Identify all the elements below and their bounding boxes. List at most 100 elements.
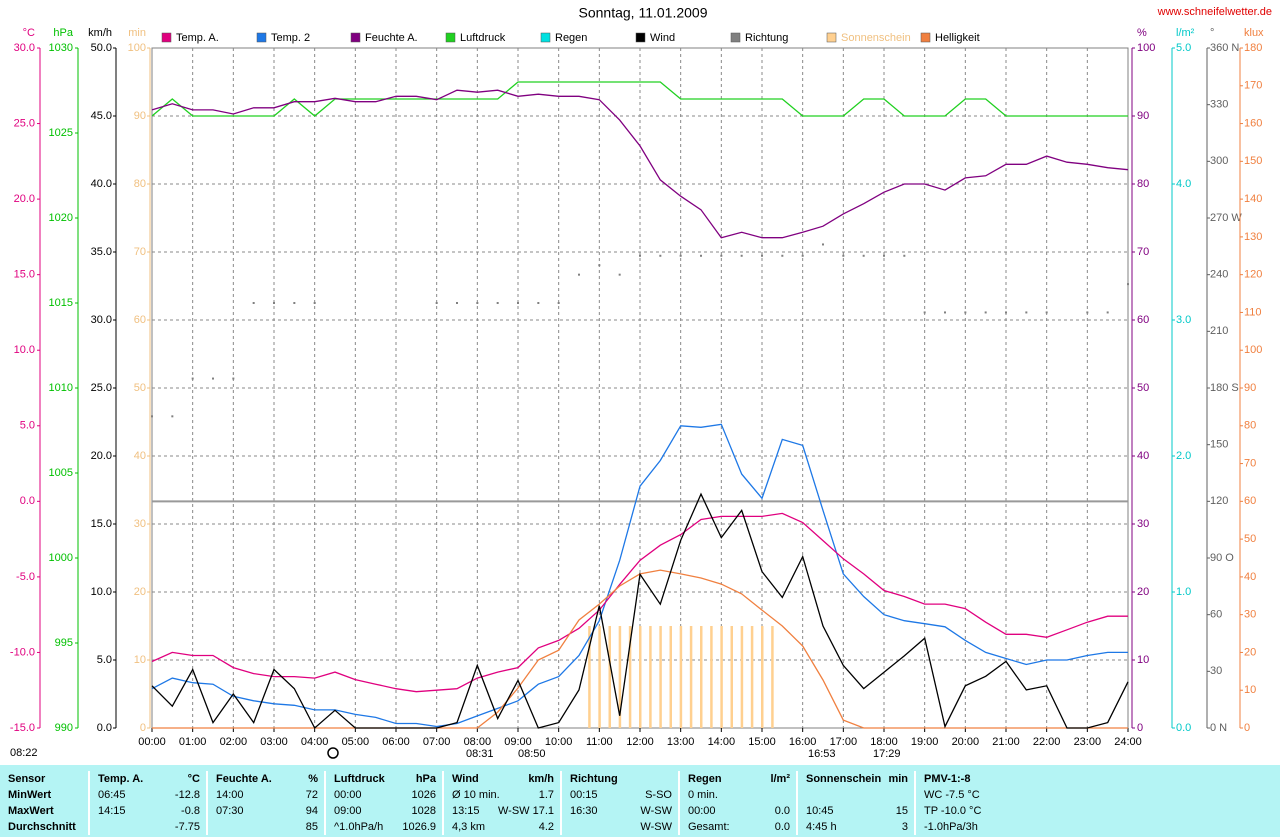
y-tick-label: 60 [1244, 495, 1256, 507]
direction-dot [1127, 283, 1129, 286]
table-cell: 06:45 -12.8 [88, 787, 206, 803]
cell-left: 06:45 [98, 789, 126, 801]
x-tick-label: 04:00 [301, 736, 329, 748]
cell-left: 14:15 [98, 805, 126, 817]
table-cell: 10:45 15 [796, 803, 914, 819]
direction-dot [537, 302, 540, 304]
x-tick-label: 01:00 [179, 736, 207, 748]
direction-dot [639, 254, 641, 257]
axis-unit: l/m² [1176, 27, 1195, 39]
axis-unit: % [1137, 27, 1147, 39]
cell-right: l/m² [770, 773, 790, 785]
legend-label: Temp. A. [176, 32, 219, 44]
axis-unit: klux [1244, 27, 1264, 39]
cell-left: Regen [688, 773, 722, 785]
y-tick-label: 20 [1137, 586, 1149, 598]
y-tick-label: 2.0 [1176, 450, 1191, 462]
cell-left: 10:45 [806, 805, 834, 817]
y-tick-label: 995 [55, 637, 73, 649]
direction-dot [151, 415, 153, 418]
direction-dot [1086, 311, 1089, 314]
cell-right: S-SO [645, 789, 672, 801]
direction-dot [822, 243, 824, 246]
y-tick-label: 25.0 [14, 117, 35, 129]
x-tick-label: 12:00 [626, 736, 654, 748]
sunshine-bar [750, 626, 754, 728]
sunshine-bar [730, 626, 733, 728]
y-tick-label: 60 [134, 314, 146, 326]
sunshine-bar [669, 626, 672, 728]
sunshine-bar [700, 626, 703, 728]
source: www.schneifelwetter.de [1157, 6, 1272, 18]
legend-swatch [256, 32, 267, 43]
direction-dot [517, 302, 519, 304]
table-cell [796, 787, 914, 803]
chart: Sonntag, 11.01.2009 www.schneifelwetter.… [10, 5, 1272, 760]
cell-right: hPa [415, 773, 436, 785]
direction-dot [293, 302, 296, 304]
calm-icon [327, 747, 339, 759]
y-tick-label: 60 [1137, 314, 1149, 326]
legend-label: Sonnenschein [841, 32, 911, 44]
direction-dot [252, 302, 255, 304]
legend-swatch [445, 32, 456, 43]
series-line [151, 89, 1129, 239]
y-tick-label: 0.0 [97, 722, 112, 734]
sunshine-bar [588, 626, 591, 728]
table-cell: ^1.0hPa/h 1026.9 [324, 819, 442, 835]
direction-dot [1045, 311, 1048, 314]
legend-label: Temp. 2 [271, 32, 310, 44]
x-tick-label: 10:00 [545, 736, 573, 748]
cell-left: Temp. A. [98, 773, 144, 785]
direction-dot [171, 415, 174, 418]
cell-left: Wind [452, 773, 479, 785]
table-cell: PMV-1:-8 [914, 771, 1032, 787]
direction-dot [679, 254, 682, 257]
y-tick-label: -10.0 [10, 646, 35, 658]
y-tick-label: 10 [134, 654, 146, 666]
cell-left: 09:00 [334, 805, 362, 817]
direction-dot [273, 302, 275, 304]
direction-dot [232, 377, 235, 380]
y-tick-label: 50.0 [91, 42, 112, 54]
sunshine-bar [639, 626, 642, 728]
y-tick-label: 45.0 [91, 110, 112, 122]
table-cell: Sonnenschein min [796, 771, 914, 787]
cell-left: Sonnenschein [806, 773, 882, 785]
legend-label: Luftdruck [460, 32, 506, 44]
table-cell: 85 [206, 819, 324, 835]
sunshine-bar [710, 626, 713, 728]
cell-right: 1.7 [538, 789, 554, 801]
y-tick-label: 90 O [1210, 552, 1234, 564]
direction-dot [1005, 311, 1007, 314]
y-tick-label: 130 [1244, 231, 1262, 243]
direction-dot [212, 377, 214, 380]
sunshine-bar [679, 626, 683, 728]
y-tick-label: 50 [134, 382, 146, 394]
y-tick-label: 120 [1244, 269, 1262, 281]
series-line [151, 81, 1128, 117]
y-tick-label: 150 [1210, 439, 1228, 451]
y-tick-label: 30 [134, 518, 146, 530]
cell-right: 1026.9 [402, 821, 436, 833]
x-tick-label: 09:00 [504, 736, 532, 748]
sunshine-bar [771, 626, 774, 728]
cell-right: % [308, 773, 318, 785]
direction-dot [883, 254, 885, 257]
annotation: 16:53 [808, 748, 836, 760]
table-cell: 09:00 1028 [324, 803, 442, 819]
cell-left: Sensor [8, 773, 46, 785]
y-tick-label: 0.0 [1176, 722, 1191, 734]
sunshine-bar [628, 626, 632, 728]
x-tick-label: 08:00 [464, 736, 492, 748]
y-tick-label: 300 [1210, 155, 1228, 167]
y-tick-label: 80 [1244, 420, 1256, 432]
direction-dot [903, 254, 906, 257]
cell-left: WC -7.5 °C [924, 789, 980, 801]
table-cell: Gesamt: 0.0 [678, 819, 796, 835]
x-tick-label: 18:00 [870, 736, 898, 748]
y-tick-label: 60 [1210, 609, 1222, 621]
table-cell: 0 min. [678, 787, 796, 803]
sunshine-bar [740, 626, 744, 728]
table-cell: Temp. A. °C [88, 771, 206, 787]
